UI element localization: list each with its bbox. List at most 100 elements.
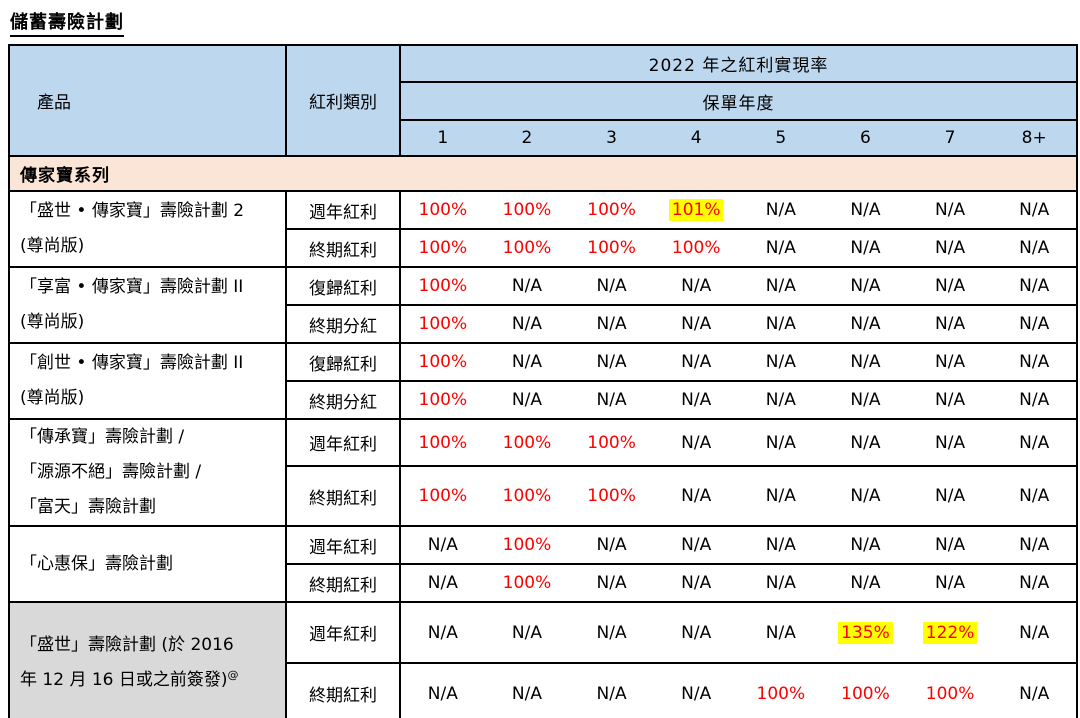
ratio-value-cell: 101% xyxy=(653,190,739,230)
ratio-value-cell: N/A xyxy=(653,601,739,664)
ratio-value-cell: N/A xyxy=(569,563,654,603)
year-column-6: 6 xyxy=(823,119,908,157)
ratio-value-cell: N/A xyxy=(484,601,570,664)
ratio-value-cell: N/A xyxy=(569,525,654,565)
ratio-value: 100% xyxy=(418,486,468,507)
product-column-header: 產品 xyxy=(8,44,287,157)
ratio-value-cell: N/A xyxy=(738,228,824,268)
ratio-value: N/A xyxy=(1019,535,1050,555)
product-name-line: 「創世 • 傳家寶」壽險計劃 II xyxy=(20,353,244,373)
product-row: 「傳承寶」壽險計劃 / 「源源不絕」壽險計劃 / 「富天」壽險計劃 週年紅利 100% 1… xyxy=(8,417,1077,527)
ratio-value: 100% xyxy=(671,238,721,258)
ratio-value-cell: 100% xyxy=(569,465,654,527)
ratio-value: N/A xyxy=(596,390,627,410)
ratio-value: 100% xyxy=(502,573,552,593)
ratio-value-cell: N/A xyxy=(823,228,908,268)
year-column-7: 7 xyxy=(907,119,993,157)
ratio-value: 100% xyxy=(925,683,975,704)
ratio-value-cell: N/A xyxy=(738,266,824,306)
ratio-value: 100% xyxy=(418,238,468,258)
ratio-value-cell: N/A xyxy=(569,380,654,420)
ratio-value: N/A xyxy=(1019,314,1050,334)
ratio-value-cell: N/A xyxy=(653,380,739,420)
ratio-value: N/A xyxy=(1019,486,1050,507)
ratio-value-cell: 100% xyxy=(907,662,993,718)
ratio-value-cell: N/A xyxy=(823,525,908,565)
ratio-value-cell: N/A xyxy=(484,342,570,382)
ratio-value: N/A xyxy=(1019,200,1050,220)
ratio-value: N/A xyxy=(935,390,966,410)
ratio-value: N/A xyxy=(1019,238,1050,258)
ratio-value: N/A xyxy=(596,573,627,593)
product-row: 終期紅利 100% 100% 100% 100% N/A N/A N/A N/A xyxy=(9,228,1077,268)
ratio-value: 100% xyxy=(587,486,636,507)
ratio-value-cell: N/A xyxy=(484,662,570,718)
ratio-value: N/A xyxy=(935,238,966,258)
ratio-value: 100% xyxy=(418,276,468,296)
ratio-value-cell: N/A xyxy=(738,563,824,603)
product-name-cell: 「盛世 • 傳家寶」壽險計劃 2 (尊尚版) xyxy=(8,190,287,268)
ratio-value: N/A xyxy=(596,314,627,334)
dividend-type-cell: 終期紅利 xyxy=(285,563,401,603)
ratio-value-cell: 100% xyxy=(484,228,570,268)
ratio-value-cell: N/A xyxy=(907,266,993,306)
ratio-value-cell: 100% xyxy=(653,228,739,268)
ratio-value-cell: 100% xyxy=(823,662,908,718)
product-name-line: 「盛世 • 傳家寶」壽險計劃 2 xyxy=(20,201,245,221)
dividend-type-cell: 終期分紅 xyxy=(285,304,401,344)
ratio-value-cell: N/A xyxy=(823,380,908,420)
dividend-type-cell: 週年紅利 xyxy=(285,601,401,664)
ratio-value-cell: N/A xyxy=(823,417,908,468)
ratio-value: 100% xyxy=(418,390,468,410)
ratio-value-cell: N/A xyxy=(569,601,654,664)
policy-year-header: 保單年度 xyxy=(399,81,1078,121)
ratio-value-cell: N/A xyxy=(400,525,485,565)
ratio-value-cell: N/A xyxy=(907,417,993,468)
ratio-value: N/A xyxy=(681,683,712,704)
ratio-value-cell: N/A xyxy=(823,190,908,230)
ratio-value: N/A xyxy=(765,200,796,220)
ratio-value: N/A xyxy=(850,276,881,296)
ratio-value: 100% xyxy=(502,238,552,258)
table-body: 傳家寶系列 「盛世 • 傳家寶」壽險計劃 2 (尊尚版) 週年紅利 100% 100% 1… xyxy=(8,155,1078,718)
ratio-value-cell: N/A xyxy=(992,465,1077,527)
ratio-value: N/A xyxy=(681,276,712,296)
ratio-value: 100% xyxy=(756,683,806,704)
product-name-line: 「源源不絕」壽險計劃 / xyxy=(20,462,202,482)
product-name-line: 「傳承寶」壽險計劃 / xyxy=(20,427,185,447)
ratio-value-cell: 100% xyxy=(400,342,485,382)
ratio-value-cell: N/A xyxy=(653,662,739,718)
ratio-value-cell: N/A xyxy=(907,465,993,527)
ratio-value: N/A xyxy=(765,276,796,296)
ratio-value-cell: 100% xyxy=(400,417,485,468)
product-row: 「創世 • 傳家寶」壽險計劃 II (尊尚版) 復歸紅利 100% N/A N/A N/A N… xyxy=(8,342,1077,420)
product-row: 「盛世 • 傳家寶」壽險計劃 2 (尊尚版) 週年紅利 100% 100% 100% 101… xyxy=(8,190,1077,268)
ratio-value: N/A xyxy=(850,238,881,258)
ratio-value: N/A xyxy=(1019,683,1050,704)
ratio-value-cell: N/A xyxy=(653,417,739,468)
dividend-type-cell: 復歸紅利 xyxy=(285,266,401,306)
product-name-line: (尊尚版) xyxy=(20,388,85,408)
ratio-value-cell: 100% xyxy=(484,190,570,230)
product-name-cell: 「心惠保」壽險計劃 xyxy=(8,525,287,603)
ratio-value: N/A xyxy=(935,276,966,296)
ratio-value-cell: 100% xyxy=(400,304,485,344)
ratio-value: N/A xyxy=(681,352,712,372)
product-name-line: 「富天」壽險計劃 xyxy=(20,497,156,517)
ratio-value: N/A xyxy=(1019,622,1050,643)
product-row: 終期紅利 N/A 100% N/A N/A N/A N/A N/A N/A xyxy=(9,563,1077,603)
year-column-5: 5 xyxy=(738,119,824,157)
product-name-cell: 「傳承寶」壽險計劃 / 「源源不絕」壽險計劃 / 「富天」壽險計劃 xyxy=(8,418,287,527)
ratio-value-cell: N/A xyxy=(738,525,824,565)
ratio-value-cell: N/A xyxy=(738,190,824,230)
ratio-value: 122% xyxy=(922,621,978,644)
product-name-cell: 「盛世」壽險計劃 (於 2016 年 12 月 16 日或之前簽發)@ xyxy=(8,601,287,718)
ratio-value-cell: 100% xyxy=(569,228,654,268)
ratio-value: N/A xyxy=(935,486,966,507)
ratio-value-cell: N/A xyxy=(823,304,908,344)
ratio-value: 100% xyxy=(502,486,552,507)
ratio-value: N/A xyxy=(681,390,712,410)
ratio-value-cell: 100% xyxy=(400,266,485,306)
ratio-value-cell: N/A xyxy=(738,417,824,468)
ratio-value-cell: 100% xyxy=(400,465,485,527)
